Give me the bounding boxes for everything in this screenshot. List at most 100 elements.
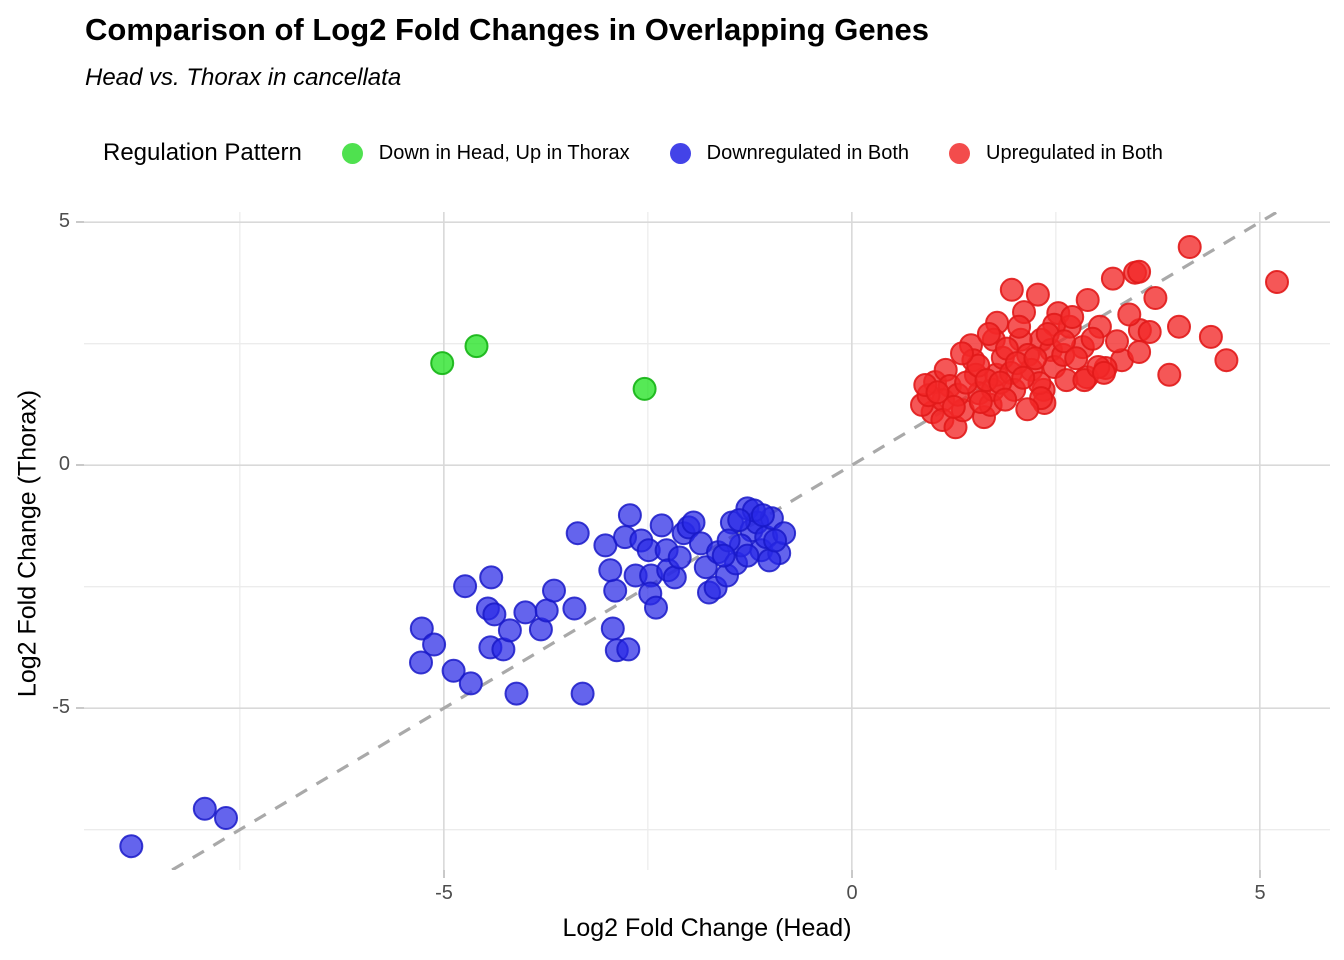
data-point-series-2 [1052, 329, 1076, 354]
data-point-series-2 [1015, 397, 1040, 422]
legend-dot-blue-icon [669, 142, 691, 164]
legend-item-downregulated-both: Downregulated in Both [669, 141, 910, 165]
data-point-series-2 [1167, 314, 1191, 339]
x-tick-mark [851, 870, 853, 878]
y-tick-mark [76, 707, 84, 709]
y-tick-label: -5 [52, 696, 70, 718]
data-point-series-2 [1075, 288, 1100, 312]
data-point-series-2 [1064, 346, 1089, 371]
legend-dot-red-icon [949, 142, 971, 164]
data-point-series-1 [750, 503, 775, 528]
data-point-series-2 [1177, 235, 1202, 259]
legend-item-upregulated-both: Upregulated in Both [949, 142, 1163, 165]
data-point-series-1 [497, 618, 522, 643]
data-point-series-1 [482, 602, 507, 627]
data-point-series-2 [1127, 340, 1152, 364]
data-point-series-2 [993, 387, 1018, 412]
data-point-series-1 [644, 595, 668, 620]
x-tick-label: -5 [435, 882, 453, 904]
data-point-series-1 [667, 545, 692, 570]
data-point-series-1 [458, 671, 483, 696]
data-point-series-1 [727, 508, 752, 533]
data-point-series-1 [598, 558, 623, 583]
chart-title: Comparison of Log2 Fold Changes in Overl… [85, 12, 929, 47]
y-tick-label: 0 [58, 453, 70, 475]
data-point-series-2 [999, 277, 1024, 302]
data-point-series-1 [422, 632, 447, 657]
y-axis-title: Log2 Fold Change (Thorax) [13, 389, 42, 698]
data-point-series-1 [119, 834, 144, 859]
data-point-series-1 [617, 503, 642, 528]
data-point-series-0 [430, 351, 455, 376]
data-point-series-1 [603, 578, 628, 603]
data-point-series-0 [464, 334, 489, 359]
data-point-series-2 [976, 322, 1001, 346]
x-tick-label: 5 [1254, 882, 1266, 904]
data-point-series-1 [513, 600, 538, 625]
x-axis-title: Log2 Fold Change (Head) [562, 914, 852, 942]
x-tick-mark [443, 870, 445, 878]
data-point-series-1 [757, 548, 782, 573]
data-point-series-1 [711, 543, 736, 568]
chart-subtitle: Head vs. Thorax in cancellata [85, 64, 402, 91]
data-point-series-1 [409, 650, 433, 675]
data-point-series-2 [1198, 324, 1223, 349]
data-point-series-1 [565, 521, 590, 546]
data-point-series-1 [649, 513, 674, 538]
legend-label: Downregulated in Both [706, 141, 910, 164]
x-tick-label: 0 [846, 882, 858, 904]
plot-panel [84, 210, 1330, 872]
data-point-series-0 [632, 376, 657, 401]
data-point-series-2 [1157, 362, 1182, 387]
data-point-series-1 [570, 681, 595, 706]
data-point-series-2 [1100, 266, 1125, 291]
data-point-series-1 [542, 578, 566, 603]
data-point-series-2 [1137, 320, 1162, 344]
data-point-series-2 [1143, 286, 1168, 310]
data-point-series-2 [1092, 360, 1116, 385]
data-point-series-1 [214, 806, 238, 830]
data-point-series-1 [192, 796, 217, 821]
data-point-series-2 [1007, 314, 1032, 339]
y-tick-label: 5 [58, 210, 70, 232]
data-point-series-2 [1214, 348, 1239, 373]
data-point-series-2 [1060, 305, 1085, 329]
data-point-series-1 [504, 681, 529, 706]
data-point-series-2 [1025, 282, 1050, 307]
legend-title: Regulation Pattern [103, 139, 302, 166]
data-point-series-2 [1105, 329, 1129, 354]
data-point-series-2 [950, 341, 974, 366]
data-point-series-2 [1080, 326, 1105, 351]
legend-item-down-head-up-thorax: Down in Head, Up in Thorax [341, 141, 630, 165]
data-point-series-1 [479, 565, 504, 590]
legend-label: Upregulated in Both [986, 141, 1163, 164]
data-point-series-1 [616, 637, 641, 662]
data-point-series-1 [441, 658, 466, 683]
data-point-series-1 [600, 616, 625, 641]
y-tick-mark [76, 464, 84, 466]
legend-label: Down in Head, Up in Thorax [378, 141, 630, 164]
data-point-series-2 [941, 394, 966, 419]
legend: Regulation Pattern Down in Head, Up in T… [103, 132, 1203, 174]
data-point-series-2 [1127, 259, 1152, 284]
data-point-series-1 [763, 528, 788, 553]
data-point-series-2 [1023, 346, 1048, 371]
y-tick-mark [76, 221, 84, 223]
data-point-series-1 [453, 574, 478, 599]
data-point-series-1 [534, 598, 559, 623]
x-tick-mark [1259, 870, 1261, 878]
legend-dot-green-icon [341, 142, 363, 164]
data-point-series-2 [1265, 270, 1289, 294]
data-point-series-1 [409, 616, 434, 641]
scatter-plot-svg [84, 210, 1330, 872]
data-point-series-1 [662, 565, 687, 590]
data-point-series-2 [925, 380, 950, 405]
data-point-series-1 [681, 510, 706, 535]
data-point-series-2 [1011, 365, 1036, 390]
data-point-series-2 [1117, 302, 1142, 327]
data-point-series-1 [735, 543, 760, 568]
data-point-series-1 [562, 596, 587, 621]
data-point-series-2 [968, 390, 993, 414]
